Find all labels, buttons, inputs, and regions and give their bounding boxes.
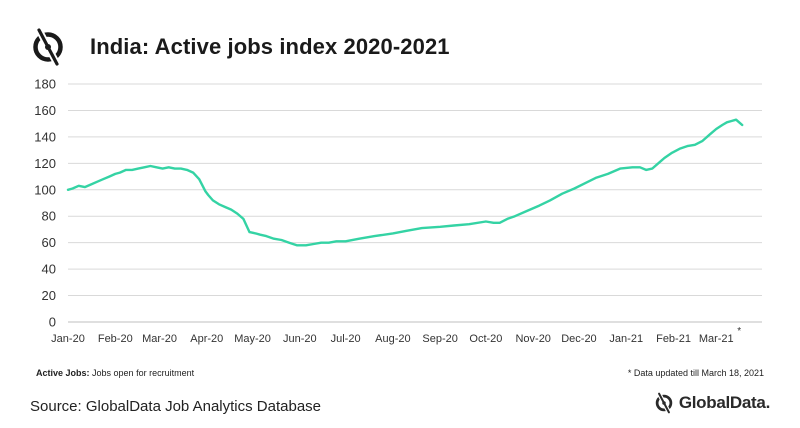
y-tick-label: 0 (49, 315, 56, 330)
x-tick-label: Apr-20 (190, 333, 223, 345)
y-tick-label: 160 (34, 103, 56, 118)
y-tick-label: 80 (42, 209, 56, 224)
update-note: * Data updated till March 18, 2021 (627, 368, 764, 378)
x-tick-label: Jan-21 (609, 333, 643, 345)
y-tick-label: 120 (34, 156, 56, 171)
y-tick-label: 100 (34, 182, 56, 197)
y-tick-label: 40 (42, 262, 56, 277)
footer-brand: GlobalData. (653, 392, 770, 414)
y-tick-label: 60 (42, 235, 56, 250)
source-note: Source: GlobalData Job Analytics Databas… (30, 398, 321, 415)
definition-text: Jobs open for recruitment (89, 368, 195, 378)
x-tick-label: Feb-21 (656, 333, 691, 345)
y-tick-label: 180 (34, 77, 56, 92)
series-layer (66, 118, 744, 247)
x-tick-label: Mar-21 (699, 333, 734, 345)
gridlines (68, 83, 762, 297)
x-tick-label: Jul-20 (331, 333, 361, 345)
brand-name: GlobalData. (678, 393, 770, 412)
y-axis-ticks: 0 20 40 60 80 100 120 140 160 180 (34, 77, 56, 330)
globaldata-logo-icon (33, 28, 63, 66)
globaldata-logo-icon (655, 392, 673, 414)
x-tick-label: Aug-20 (375, 333, 410, 345)
y-tick-label: 20 (42, 288, 56, 303)
y-tick-label: 140 (34, 129, 56, 144)
chart-title: India: Active jobs index 2020-2021 (90, 34, 450, 59)
definition-note: Active Jobs: Jobs open for recruitment (36, 368, 194, 378)
x-tick-label: Jan-20 (51, 333, 85, 345)
x-axis-ticks: Jan-20 Feb-20 Mar-20 Apr-20 May-20 Jun-20 Jul-… (51, 333, 733, 345)
x-tick-label: May-20 (234, 333, 271, 345)
x-tick-label: Feb-20 (98, 333, 133, 345)
x-tick-label: Jun-20 (283, 333, 317, 345)
x-tick-label: Oct-20 (469, 333, 502, 345)
series-line-0 (66, 118, 744, 247)
x-tick-label: Sep-20 (422, 333, 457, 345)
axis-footnote-marker: * (737, 326, 741, 337)
chart-header: India: Active jobs index 2020-2021 (28, 22, 450, 72)
x-tick-label: Nov-20 (515, 333, 550, 345)
definition-term: Active Jobs: (36, 368, 90, 378)
x-tick-label: Mar-20 (142, 333, 177, 345)
x-tick-label: Dec-20 (561, 333, 596, 345)
